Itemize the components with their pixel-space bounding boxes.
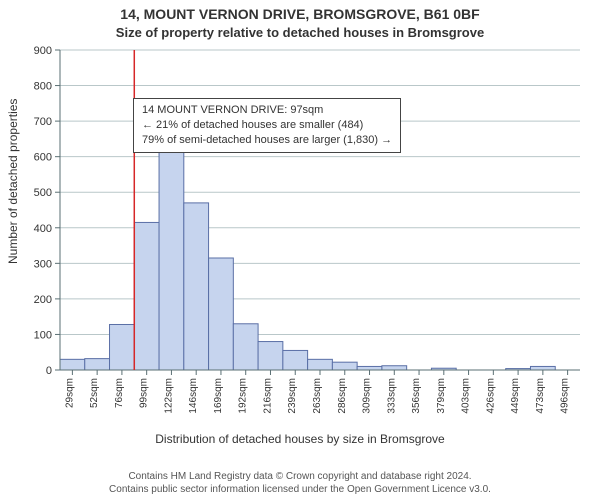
histogram-bar [134,222,159,370]
attribution-footer: Contains HM Land Registry data © Crown c… [0,471,600,496]
svg-text:900: 900 [34,45,52,57]
y-axis-label: Number of detached properties [6,99,20,264]
page-subtitle: Size of property relative to detached ho… [0,23,600,43]
svg-text:700: 700 [34,116,52,128]
page: { "title": { "main": "14, MOUNT VERNON D… [0,0,600,500]
svg-text:800: 800 [34,81,52,93]
histogram-bar [332,362,357,370]
svg-text:216sqm: 216sqm [262,378,273,414]
svg-text:500: 500 [34,187,52,199]
histogram-bar [530,366,555,370]
histogram-bar [85,359,110,370]
chart-area: Number of detached properties 0 100 200 300… [0,44,600,448]
annotation-line-1: 14 MOUNT VERNON DRIVE: 97sqm [142,103,392,118]
svg-text:99sqm: 99sqm [139,378,150,408]
annotation-line-3: 79% of semi-detached houses are larger (… [142,133,392,148]
svg-text:146sqm: 146sqm [188,378,199,414]
histogram-bar [258,342,283,370]
svg-text:473sqm: 473sqm [535,378,546,414]
svg-text:309sqm: 309sqm [362,378,373,414]
chart-annotation-box: 14 MOUNT VERNON DRIVE: 97sqm ← 21% of de… [133,98,401,153]
histogram-bar [110,324,135,370]
histogram-bar [209,258,234,370]
svg-text:52sqm: 52sqm [89,378,100,408]
svg-text:449sqm: 449sqm [510,378,521,414]
svg-text:300: 300 [34,258,52,270]
svg-text:100: 100 [34,329,52,341]
svg-text:169sqm: 169sqm [213,378,224,414]
histogram-bar [60,359,85,370]
svg-text:403sqm: 403sqm [461,378,472,414]
histogram-bar [233,324,258,370]
x-axis-label: Distribution of detached houses by size … [0,432,600,446]
svg-text:333sqm: 333sqm [386,378,397,414]
svg-text:400: 400 [34,223,52,235]
svg-text:496sqm: 496sqm [560,378,571,414]
footer-line-2: Contains public sector information licen… [0,484,600,497]
svg-text:122sqm: 122sqm [163,378,174,414]
svg-text:356sqm: 356sqm [411,378,422,414]
footer-line-1: Contains HM Land Registry data © Crown c… [0,471,600,484]
histogram-bar [184,203,209,370]
histogram-bar [283,350,308,370]
page-title: 14, MOUNT VERNON DRIVE, BROMSGROVE, B61 … [0,0,600,23]
svg-text:379sqm: 379sqm [436,378,447,414]
histogram-bar [382,366,407,370]
histogram-bar [308,359,333,370]
annotation-line-2: ← 21% of detached houses are smaller (48… [142,118,392,133]
svg-text:200: 200 [34,294,52,306]
svg-text:426sqm: 426sqm [485,378,496,414]
svg-text:263sqm: 263sqm [312,378,323,414]
svg-text:192sqm: 192sqm [238,378,249,414]
histogram-bar [357,366,382,370]
svg-text:0: 0 [46,365,52,377]
svg-text:286sqm: 286sqm [337,378,348,414]
svg-text:29sqm: 29sqm [64,378,75,408]
svg-text:600: 600 [34,152,52,164]
svg-text:76sqm: 76sqm [114,378,125,408]
svg-text:239sqm: 239sqm [287,378,298,414]
